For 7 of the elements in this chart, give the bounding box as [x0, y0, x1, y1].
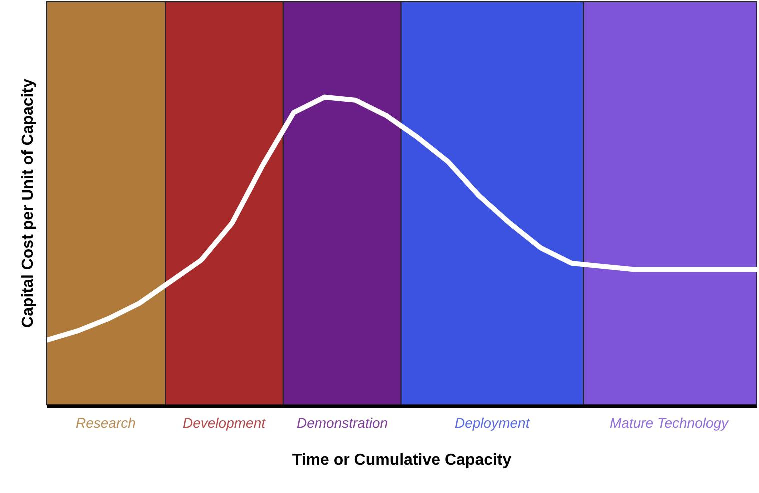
text: Development	[183, 415, 267, 431]
text: Mature Technology	[610, 415, 730, 431]
y-axis-title: Capital Cost per Unit of Capacity	[20, 78, 37, 328]
text: Research	[76, 415, 136, 431]
text: Demonstration	[297, 415, 388, 431]
text: Deployment	[455, 415, 531, 431]
x-axis-title: Time or Cumulative Capacity	[292, 452, 512, 470]
